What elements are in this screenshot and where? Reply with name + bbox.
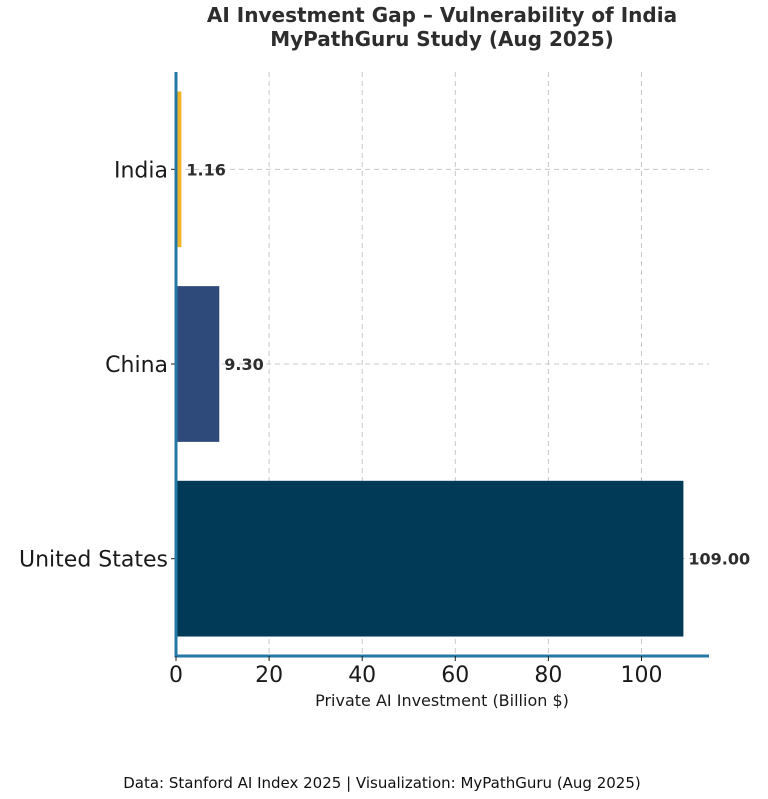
x-tick-label: 0 — [169, 663, 183, 688]
bar-china — [176, 286, 220, 442]
bar-india — [176, 91, 182, 248]
axes — [171, 72, 709, 661]
category-label: United States — [19, 548, 168, 573]
value-label: 9.30 — [224, 355, 263, 374]
labels: 109.00 United States 9.30 China 1.16 India 0 20… — [19, 158, 750, 688]
value-label: 109.00 — [688, 550, 750, 569]
category-label: India — [114, 158, 168, 183]
bars — [176, 91, 684, 637]
source-footer: Data: Stanford AI Index 2025 | Visualiza… — [123, 774, 641, 792]
x-tick-label: 20 — [255, 663, 283, 688]
chart-title: AI Investment Gap – Vulnerability of Ind… — [207, 3, 677, 27]
value-label: 1.16 — [186, 160, 225, 179]
chart-subtitle: MyPathGuru Study (Aug 2025) — [270, 27, 614, 51]
x-tick-label: 60 — [441, 663, 469, 688]
category-label: China — [105, 353, 168, 378]
x-tick-label: 100 — [621, 663, 663, 688]
bar-united-states — [176, 480, 684, 637]
x-tick-label: 80 — [534, 663, 562, 688]
x-tick-label: 40 — [348, 663, 376, 688]
x-axis-label: Private AI Investment (Billion $) — [315, 691, 569, 710]
